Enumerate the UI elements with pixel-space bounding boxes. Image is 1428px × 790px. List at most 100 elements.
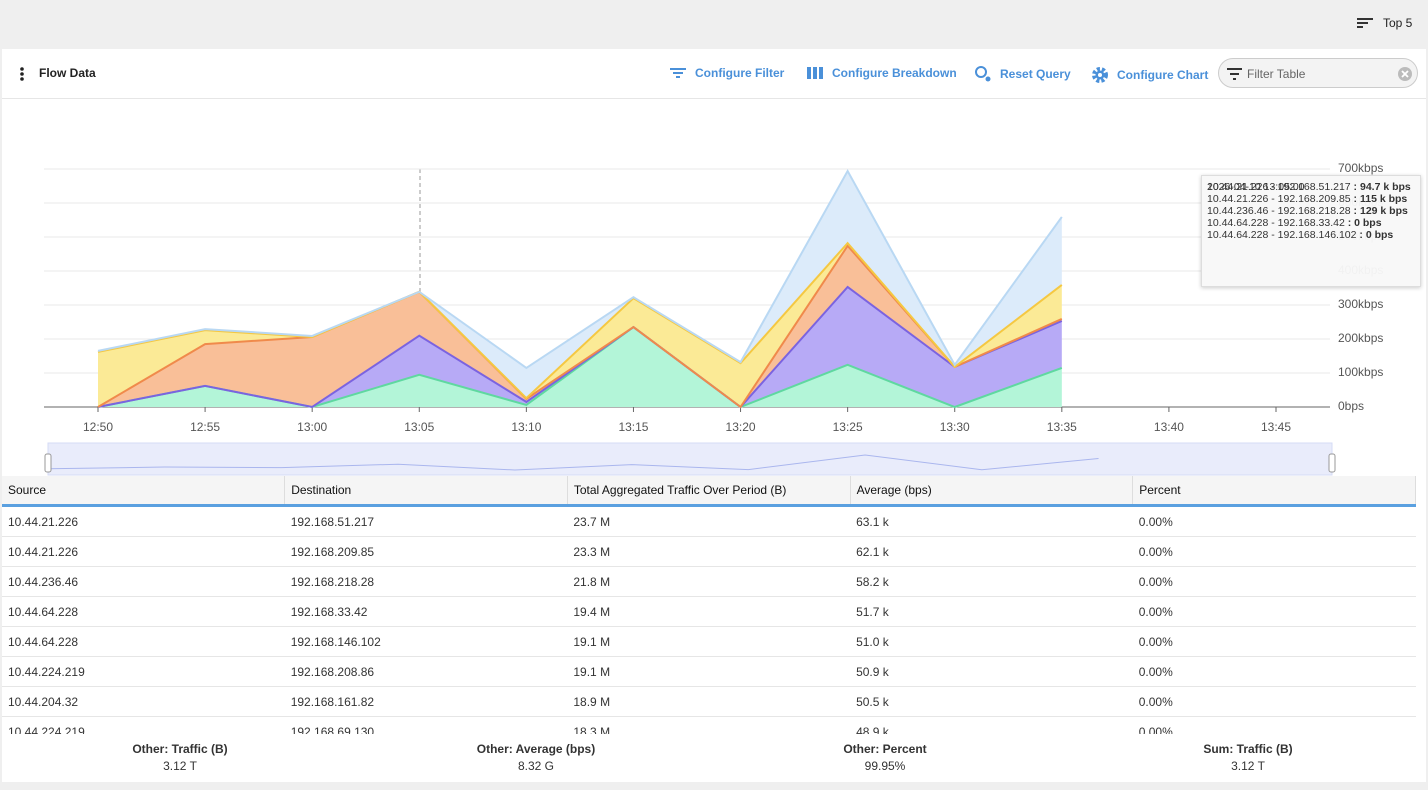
filter-placeholder: Filter Table <box>1247 67 1306 81</box>
table-cell: 10.44.64.228 <box>2 626 285 657</box>
gear-icon <box>1092 67 1108 83</box>
tooltip-value: 0 bps <box>1356 229 1393 241</box>
table-cell: 0.00% <box>1132 505 1416 537</box>
column-header[interactable]: Source <box>2 476 286 507</box>
table-cell: 10.44.21.226 <box>2 536 285 567</box>
table-cell: 58.2 k <box>850 566 1133 597</box>
filter-icon <box>1227 68 1242 80</box>
table-row[interactable]: 10.44.64.228 192.168.33.42 19.4 M 51.7 k 0.0… <box>2 596 1416 627</box>
reset-query[interactable]: Reset Query <box>974 66 1071 82</box>
x-tick-label: 13:40 <box>1154 420 1184 434</box>
table-cell: 192.168.146.102 <box>284 626 568 657</box>
table-cell: 192.168.209.85 <box>284 536 568 567</box>
column-header[interactable]: Total Aggregated Traffic Over Period (B) <box>567 476 851 507</box>
table-cell: 0.00% <box>1132 596 1416 627</box>
table-cell: 19.1 M <box>567 626 851 657</box>
configure-chart[interactable]: Configure Chart <box>1091 66 1208 84</box>
tooltip-item: 10.44.21.226 - 192.168.51.21794.7 k bps <box>1207 181 1415 193</box>
navigator-line <box>47 454 1099 471</box>
table-cell: 192.168.69.130 <box>284 716 568 734</box>
tooltip-value: 94.7 k bps <box>1351 181 1411 193</box>
sort-icon <box>1357 18 1373 28</box>
table-cell: 18.9 M <box>567 686 851 717</box>
table-cell: 48.9 k <box>850 716 1133 734</box>
area <box>98 171 1062 399</box>
table-cell: 50.5 k <box>850 686 1133 717</box>
table-cell: 23.3 M <box>567 536 851 567</box>
column-header[interactable]: Average (bps) <box>850 476 1134 507</box>
tooltip: 2026-04-10 13:05:00 10.44.21.226 - 192.1… <box>1201 175 1421 287</box>
chart: 0bps100kbps200kbps300kbps400kbps500kbps6… <box>44 161 1383 476</box>
navigator <box>47 442 1333 476</box>
footer-value: 99.95% <box>864 759 906 773</box>
tooltip-item: 10.44.21.226 - 192.168.209.85115 k bps <box>1207 193 1415 205</box>
column-header[interactable]: Destination <box>284 476 568 507</box>
x-tick-label: 13:00 <box>297 420 327 434</box>
tooltip-title: 2026-04-10 13:05:00 <box>1207 181 1305 193</box>
header-row: Source Destination Total Aggregated Traffi… <box>2 476 1416 507</box>
action-label: Configure Breakdown <box>832 66 957 80</box>
clear-icon[interactable] <box>1397 66 1413 82</box>
table-row[interactable]: 10.44.21.226 192.168.51.217 23.7 M 63.1 k 0.… <box>2 505 1416 537</box>
table-cell: 0.00% <box>1132 686 1416 717</box>
x-tick-label: 12:50 <box>83 420 113 434</box>
footer-value: 8.32 G <box>517 759 555 773</box>
configure-breakdown[interactable]: Configure Breakdown <box>806 66 957 80</box>
columns-icon <box>807 67 823 79</box>
table-cell: 192.168.161.82 <box>284 686 568 717</box>
tooltip-value: 115 k bps <box>1351 193 1408 205</box>
legend-label: 10.44.21.226 - 192.168.209.85 <box>1207 193 1351 205</box>
table-cell: 192.168.218.28 <box>284 566 568 597</box>
x-tick-label: 13:15 <box>618 420 648 434</box>
y-tick-label: 700kbps <box>1338 161 1383 175</box>
search-icon <box>975 66 991 82</box>
table-cell: 21.8 M <box>567 566 851 597</box>
table-cell: 0.00% <box>1132 656 1416 687</box>
table-cell: 10.44.224.219 <box>2 716 285 734</box>
table-cell: 0.00% <box>1132 536 1416 567</box>
action-label: Configure Filter <box>695 66 785 80</box>
table-cell: 192.168.208.86 <box>284 656 568 687</box>
table-cell: 10.44.204.32 <box>2 686 285 717</box>
column-header[interactable]: Percent <box>1132 476 1416 507</box>
table-cell: 51.0 k <box>850 626 1133 657</box>
tooltip-item: 10.44.64.228 - 192.168.33.420 bps <box>1207 217 1415 229</box>
table: Source Destination Total Aggregated Traffi… <box>2 476 1416 734</box>
filter-input[interactable]: Filter Table <box>1218 58 1418 88</box>
top-label: Top 5 <box>1383 16 1413 30</box>
table-cell: 19.1 M <box>567 656 851 687</box>
x-tick-label: 13:45 <box>1261 420 1291 434</box>
navigator-handle <box>44 453 52 473</box>
y-tick-label: 200kbps <box>1338 331 1383 345</box>
table-body: 10.44.21.226 192.168.51.217 23.7 M 63.1 k 0.… <box>2 505 1416 734</box>
series-line <box>97 241 1063 400</box>
table-cell: 192.168.33.42 <box>284 596 568 627</box>
footer-stat: Other: Percent 99.95% <box>760 742 1010 773</box>
table-row[interactable]: 10.44.21.226 192.168.209.85 23.3 M 62.1 k 0.… <box>2 536 1416 567</box>
legend-label: 10.44.236.46 - 192.168.218.28 <box>1207 205 1351 217</box>
footer-label: Sum: Traffic (B) <box>1203 742 1293 756</box>
table-row[interactable]: 10.44.236.46 192.168.218.28 21.8 M 58.2 k 0.… <box>2 566 1416 597</box>
x-tick-label: 13:20 <box>726 420 756 434</box>
x-tick-label: 13:05 <box>404 420 434 434</box>
footer-value: 3.12 T <box>163 759 197 773</box>
y-tick-label: 300kbps <box>1338 297 1383 311</box>
table-cell: 10.44.21.226 <box>2 505 285 537</box>
top-selector[interactable]: Top 5 <box>1356 16 1412 30</box>
x-tick-label: 12:55 <box>190 420 220 434</box>
series-line <box>97 285 1063 409</box>
tooltip-value: 0 bps <box>1345 217 1382 229</box>
x-tick-label: 13:35 <box>1047 420 1077 434</box>
tooltip-item: 10.44.236.46 - 192.168.218.28129 k bps <box>1207 205 1415 217</box>
y-tick-label: 0bps <box>1338 399 1364 413</box>
table-cell: 0.00% <box>1132 716 1416 734</box>
navigator-handle <box>1328 453 1336 473</box>
flow-table: Source Destination Total Aggregated Traffi… <box>2 476 1416 734</box>
table-cell: 0.00% <box>1132 626 1416 657</box>
table-row[interactable]: 10.44.204.32 192.168.161.82 18.9 M 50.5 k 0.… <box>2 686 1416 717</box>
configure-filter[interactable]: Configure Filter <box>669 66 784 80</box>
menu-icon[interactable] <box>18 66 26 82</box>
